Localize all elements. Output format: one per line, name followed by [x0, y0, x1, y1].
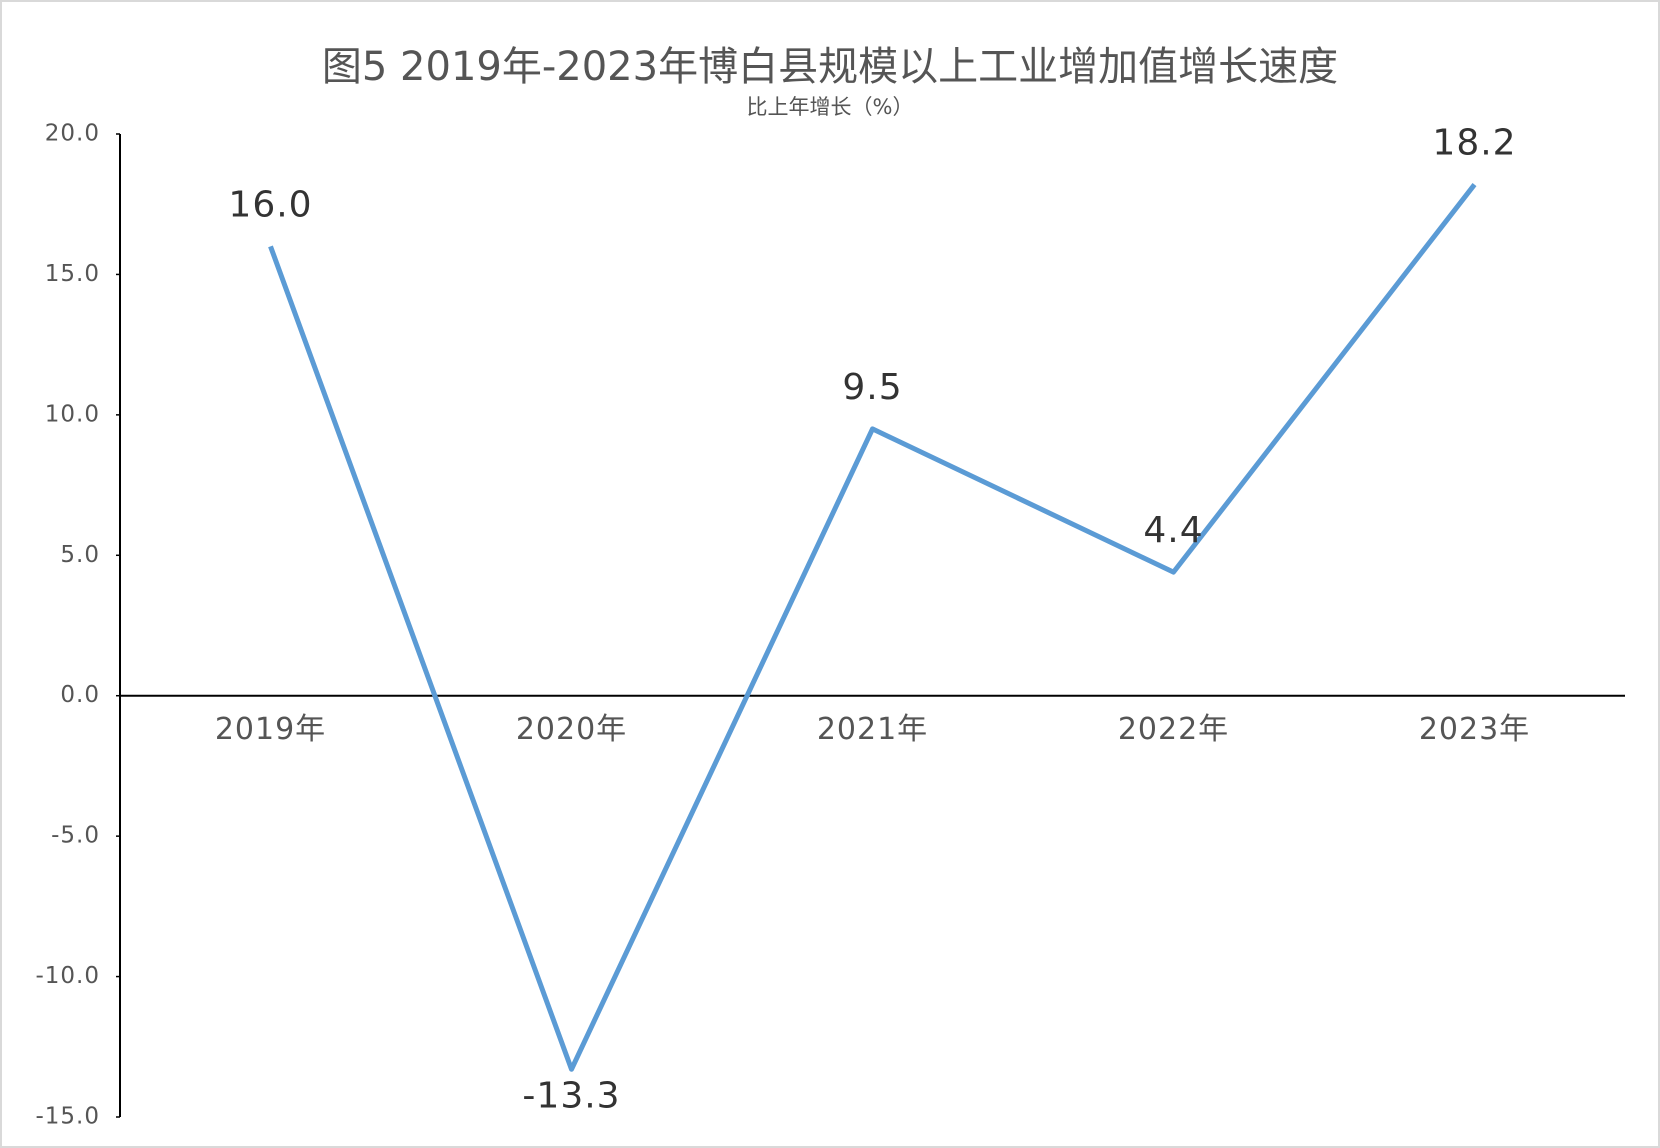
x-tick-label: 2022年 [1118, 712, 1229, 747]
y-tick-label: 10.0 [45, 401, 100, 427]
y-tick-label: 5.0 [60, 542, 100, 568]
x-tick-label: 2021年 [817, 712, 928, 747]
data-label: -13.3 [522, 1075, 620, 1116]
data-label: 16.0 [228, 184, 312, 225]
data-label: 4.4 [1143, 510, 1203, 551]
y-tick-label: 0.0 [60, 682, 100, 708]
x-tick-label: 2019年 [215, 712, 326, 747]
data-line [268, 183, 1477, 1072]
chart-title: 图5 2019年-2023年博白县规模以上工业增加值增长速度 [322, 44, 1338, 90]
data-label: 18.2 [1432, 123, 1516, 164]
y-tick-label: 20.0 [45, 121, 100, 147]
x-tick-label: 2023年 [1419, 712, 1530, 747]
y-tick-label: -10.0 [35, 963, 100, 989]
data-label: 9.5 [842, 367, 902, 408]
y-tick-label: -15.0 [35, 1104, 100, 1130]
x-tick-label: 2020年 [516, 712, 627, 747]
y-tick-label: -5.0 [51, 823, 100, 849]
y-tick-label: 15.0 [45, 261, 100, 287]
chart-subtitle: 比上年增长（%） [747, 95, 914, 119]
